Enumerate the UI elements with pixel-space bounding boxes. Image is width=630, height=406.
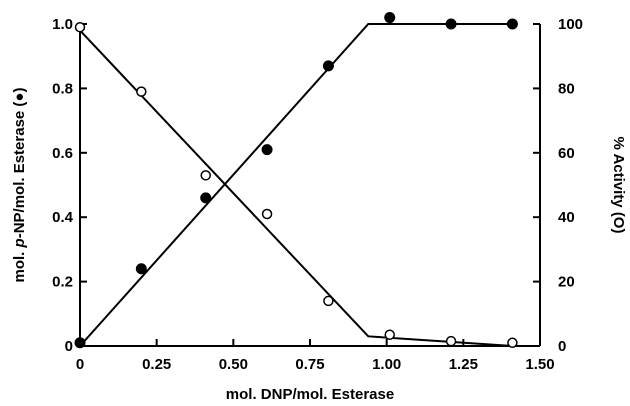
filled-circle-point xyxy=(384,12,396,24)
y-left-tick-label: 0.2 xyxy=(52,274,73,291)
filled-circle-point xyxy=(322,60,334,72)
y-axis-right-title: % Activity (O) xyxy=(610,137,627,234)
x-tick-label: 0.50 xyxy=(219,356,248,373)
fit-lines xyxy=(79,23,513,347)
y-right-tick-label: 0 xyxy=(558,338,566,355)
x-axis-title: mol. DNP/mol. Esterase xyxy=(226,386,394,403)
open-circle-point xyxy=(261,208,273,220)
x-tick-label: 1.50 xyxy=(525,356,554,373)
y-left-title-post: -NP/mol. Esterase (●) xyxy=(11,88,28,239)
y-left-tick-label: 0 xyxy=(65,338,73,355)
y-right-tick-label: 100 xyxy=(558,16,583,33)
x-tick-label: 0.75 xyxy=(295,356,324,373)
open-circle-point xyxy=(445,335,457,347)
y-left-title-pre: mol. xyxy=(11,247,28,282)
y-left-tick-label: 0.8 xyxy=(52,80,73,97)
x-tick-label: 0 xyxy=(76,356,84,373)
y-left-title-italic: p xyxy=(11,238,28,248)
x-tick-label: 1.25 xyxy=(449,356,478,373)
x-tick-label: 1.00 xyxy=(372,356,401,373)
open-circle-point xyxy=(136,86,147,97)
y-left-tick-label: 0.4 xyxy=(52,209,74,226)
y-right-tick-label: 40 xyxy=(558,209,575,226)
open-circle-point xyxy=(200,170,211,181)
plot-frame xyxy=(79,24,541,347)
open-circle-point xyxy=(74,21,86,33)
filled-circle-point xyxy=(506,18,518,30)
y-right-tick-label: 80 xyxy=(558,80,575,97)
open-circle-point xyxy=(323,295,334,307)
y-left-tick-label: 0.6 xyxy=(52,145,73,162)
fit-line-left xyxy=(79,23,513,347)
filled-circle-point xyxy=(445,18,457,30)
y-axis-left-title: mol. p-NP/mol. Esterase (●) xyxy=(11,88,28,283)
ticks: 0 0.25 0.50 0.75 1.00 1.25 1.5000.20.40.60.81.… xyxy=(52,16,583,373)
y-left-tick-label: 1.0 xyxy=(52,16,73,33)
open-circle-point xyxy=(507,337,518,349)
filled-circle-point xyxy=(261,144,273,156)
x-tick-label: 0.25 xyxy=(142,356,171,373)
filled-circle-point xyxy=(200,192,212,204)
y-right-tick-label: 60 xyxy=(558,145,575,162)
y-right-tick-label: 20 xyxy=(558,274,575,291)
open-circle-point xyxy=(384,329,395,340)
filled-circle-point xyxy=(74,337,86,349)
fit-line-right xyxy=(79,29,513,347)
data-points xyxy=(74,12,518,349)
filled-circle-point xyxy=(135,263,147,275)
